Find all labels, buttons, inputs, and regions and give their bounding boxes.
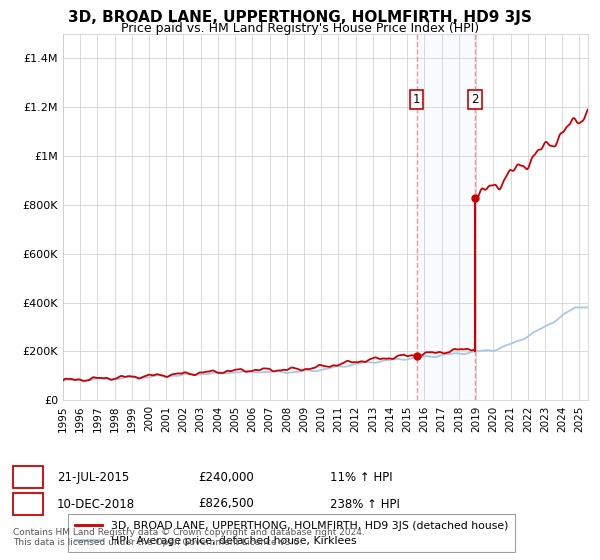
Text: 21-JUL-2015: 21-JUL-2015: [57, 470, 129, 484]
Text: £826,500: £826,500: [198, 497, 254, 511]
Text: Contains HM Land Registry data © Crown copyright and database right 2024.
This d: Contains HM Land Registry data © Crown c…: [13, 528, 365, 547]
Bar: [417, 34, 475, 400]
Text: £240,000: £240,000: [198, 470, 254, 484]
Text: 10-DEC-2018: 10-DEC-2018: [57, 497, 135, 511]
Text: 1: 1: [413, 93, 421, 106]
Text: 2: 2: [472, 93, 479, 106]
Legend: 3D, BROAD LANE, UPPERTHONG, HOLMFIRTH, HD9 3JS (detached house), HPI: Average pr: 3D, BROAD LANE, UPPERTHONG, HOLMFIRTH, H…: [68, 514, 515, 552]
Text: 3D, BROAD LANE, UPPERTHONG, HOLMFIRTH, HD9 3JS: 3D, BROAD LANE, UPPERTHONG, HOLMFIRTH, H…: [68, 10, 532, 25]
Text: 238% ↑ HPI: 238% ↑ HPI: [330, 497, 400, 511]
Text: 11% ↑ HPI: 11% ↑ HPI: [330, 470, 392, 484]
Text: 1: 1: [23, 470, 32, 484]
Text: 2: 2: [23, 497, 32, 511]
Text: Price paid vs. HM Land Registry's House Price Index (HPI): Price paid vs. HM Land Registry's House …: [121, 22, 479, 35]
